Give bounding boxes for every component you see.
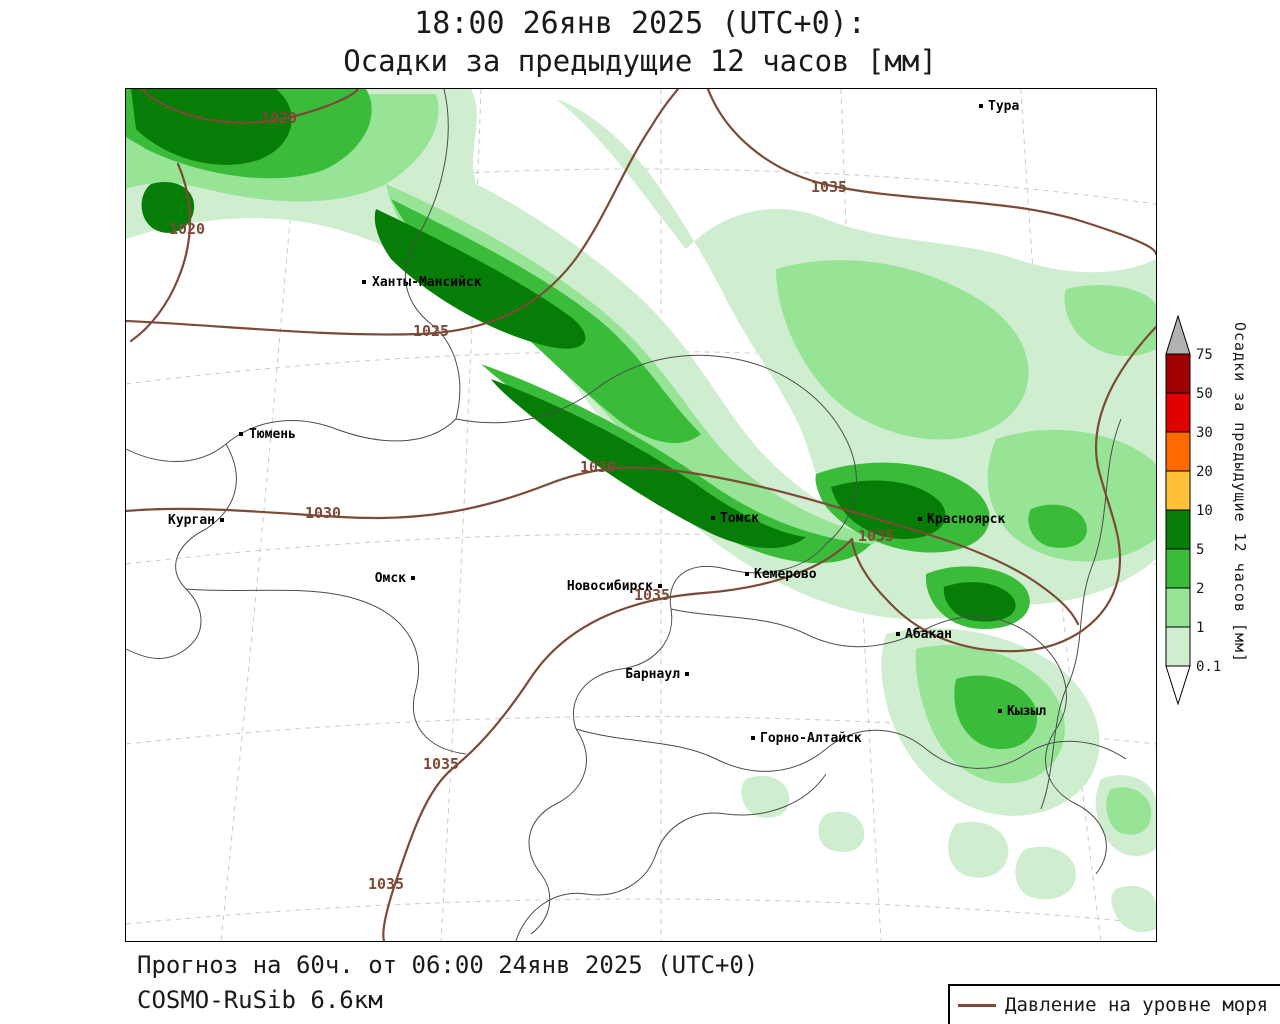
model-info-line: COSMO-RuSib 6.6км [137, 986, 383, 1014]
isobar-label: 1020 [169, 220, 205, 238]
isobar-label: 1020 [261, 109, 297, 127]
city-dot [751, 736, 755, 740]
colorbar-seg-20-30 [1165, 431, 1191, 472]
isobar-labels: 1020 1020 1035 1025 1030 1030 1035 1035 … [169, 109, 894, 893]
colorbar-tick: 75 [1196, 347, 1213, 363]
pressure-legend-label: Давление на уровне моря [1005, 994, 1269, 1016]
city-label: Кемерово [754, 567, 817, 582]
map-svg: 1020 1020 1035 1025 1030 1030 1035 1035 … [126, 89, 1156, 941]
isobar-lines [126, 89, 1156, 941]
isobar-label: 1025 [413, 322, 449, 340]
city-khanty-mansiysk: Ханты-Мансийск [362, 275, 482, 290]
colorbar-tick: 2 [1196, 581, 1204, 597]
city-dot [711, 516, 715, 520]
colorbar-seg-5-10 [1165, 509, 1191, 550]
city-label: Ханты-Мансийск [372, 275, 482, 290]
colorbar-seg-0p1-1 [1165, 626, 1191, 667]
city-tomsk: Томск [711, 511, 759, 526]
city-label: Томск [720, 511, 759, 526]
city-dot [685, 672, 689, 676]
map-title-variable: Осадки за предыдущие 12 часов [мм] [343, 44, 937, 78]
colorbar-seg-30-50 [1165, 392, 1191, 433]
map-canvas: 1020 1020 1035 1025 1030 1030 1035 1035 … [125, 88, 1157, 942]
isobar-label: 1035 [634, 586, 670, 604]
city-dot [411, 576, 415, 580]
city-novosibirsk: Новосибирск [567, 579, 662, 594]
colorbar-tick: 1 [1196, 620, 1204, 636]
precip-layer-5mm [131, 89, 1016, 622]
city-label: Тюмень [249, 427, 296, 442]
city-kurgan: Курган [168, 513, 224, 528]
city-omsk: Омск [375, 571, 415, 586]
city-label: Кызыл [1007, 704, 1046, 719]
colorbar-cap-below-0p1 [1165, 665, 1191, 706]
city-krasnoyarsk: Красноярск [918, 512, 1005, 527]
isobar-label: 1030 [305, 504, 341, 522]
colorbar-tick: 30 [1196, 425, 1213, 441]
colorbar-seg-1-2 [1165, 587, 1191, 628]
city-kyzyl: Кызыл [998, 704, 1046, 719]
city-label: Курган [168, 513, 215, 528]
colorbar-tick: 10 [1196, 503, 1213, 519]
colorbar-seg-10-20 [1165, 470, 1191, 511]
city-kemerovo: Кемерово [745, 567, 817, 582]
map-title-datetime: 18:00 26янв 2025 (UTC+0): [414, 6, 866, 41]
forecast-info-line: Прогноз на 60ч. от 06:00 24янв 2025 (UTC… [137, 951, 759, 979]
colorbar-seg-2-5 [1165, 548, 1191, 589]
colorbar: 75 50 30 20 10 5 2 1 0.1 [1158, 312, 1278, 722]
precip-shape [131, 89, 1016, 622]
pressure-line-sample [958, 1003, 996, 1007]
region-borders [126, 89, 1127, 941]
city-barnaul: Барнаул [625, 667, 689, 682]
city-dot [979, 104, 983, 108]
colorbar-tick: 50 [1196, 386, 1213, 402]
colorbar-seg-50-75 [1165, 353, 1191, 394]
city-dot [362, 280, 366, 284]
city-tura: Тура [979, 99, 1019, 114]
isobar-path [126, 89, 1156, 941]
city-gorno-altaysk: Горно-Алтайск [751, 731, 862, 746]
city-label: Барнаул [625, 667, 680, 682]
city-label: Новосибирск [567, 579, 653, 594]
isobar-label: 1035 [858, 527, 894, 545]
colorbar-tick: 20 [1196, 464, 1213, 480]
isobar-label: 1035 [423, 755, 459, 773]
city-label: Абакан [905, 627, 952, 642]
city-dot [745, 572, 749, 576]
city-label: Омск [375, 571, 406, 586]
city-dot [896, 632, 900, 636]
pressure-legend: Давление на уровне моря [948, 984, 1280, 1024]
precip-layer-1mm [126, 94, 1156, 835]
precip-shape [126, 94, 1156, 835]
city-abakan: Абакан [896, 627, 952, 642]
city-dot [998, 709, 1002, 713]
city-dot [658, 584, 662, 588]
colorbar-axis-label: Осадки за предыдущие 12 часов [мм] [1231, 322, 1249, 664]
city-tyumen: Тюмень [239, 427, 296, 442]
colorbar-tick: 5 [1196, 542, 1204, 558]
isobar-label: 1030 [580, 458, 616, 476]
isobar-label: 1035 [811, 178, 847, 196]
colorbar-tick: 0.1 [1196, 659, 1221, 675]
city-label: Горно-Алтайск [760, 731, 862, 746]
city-label: Тура [988, 99, 1019, 114]
city-dot [239, 432, 243, 436]
isobar-label: 1035 [368, 875, 404, 893]
city-markers: Тура Ханты-Мансийск Тюмень Курган Омск [168, 99, 1046, 746]
city-dot [918, 517, 922, 521]
city-label: Красноярск [927, 512, 1005, 527]
colorbar-cap-above-75 [1165, 314, 1191, 355]
city-dot [220, 518, 224, 522]
colorbar-svg: 75 50 30 20 10 5 2 1 0.1 [1165, 314, 1221, 706]
